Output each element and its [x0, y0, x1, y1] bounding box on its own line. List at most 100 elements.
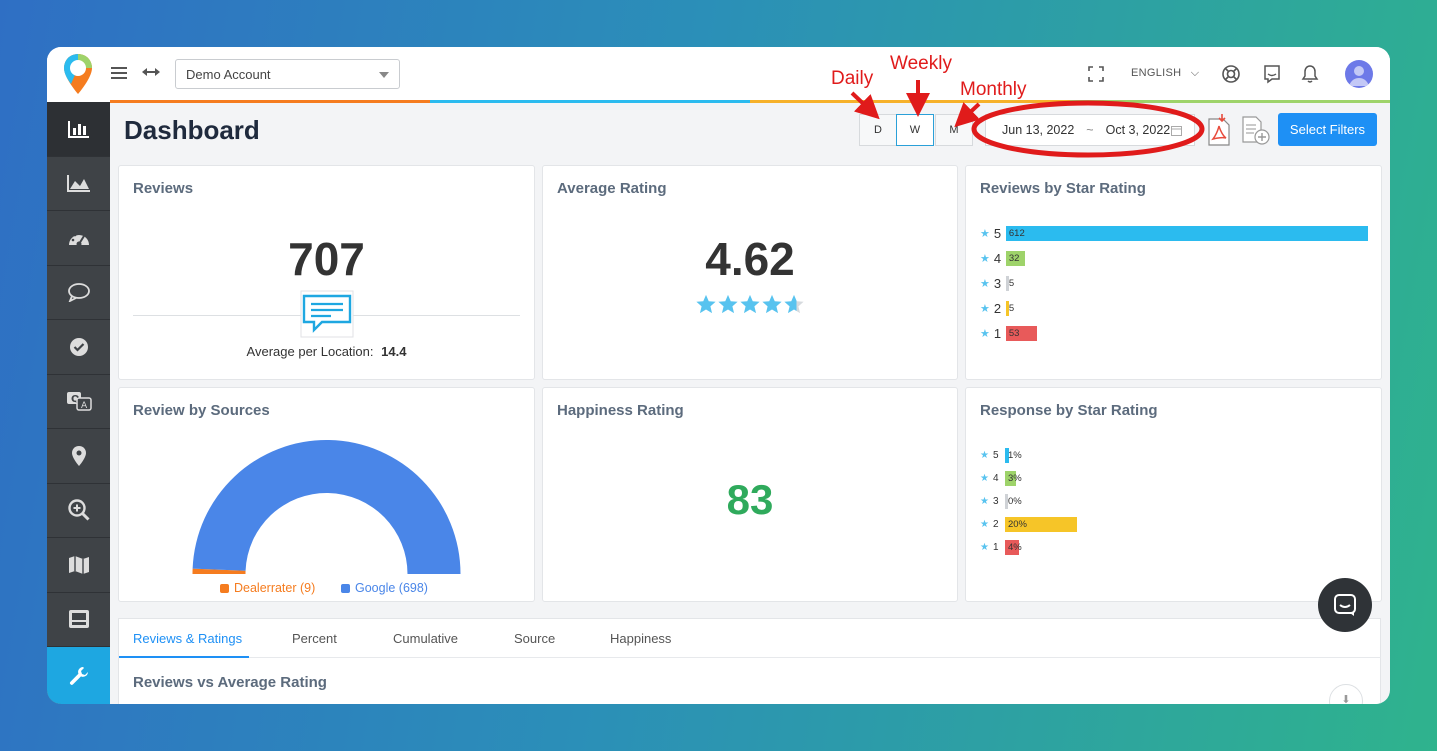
card-title: Reviews by Star Rating	[980, 180, 1146, 197]
sidebar-item-map[interactable]	[47, 538, 110, 593]
star-icon: ★	[980, 519, 989, 530]
sidebar-item-reports[interactable]	[47, 593, 110, 647]
star-icon: ★	[980, 253, 990, 265]
bar-chart-icon	[67, 120, 89, 138]
legend-item-google: Google (698)	[341, 581, 428, 595]
account-select-value: Demo Account	[186, 67, 271, 82]
star-bar: 4%	[1004, 540, 1022, 555]
sidebar-item-analytics[interactable]	[47, 157, 110, 211]
sidebar-item-tasks[interactable]	[47, 320, 110, 375]
tab-cumulative[interactable]: Cumulative	[393, 631, 459, 646]
star-bar-label: 3	[993, 276, 1002, 291]
star-bar-value: 0%	[1007, 496, 1022, 507]
fullscreen-icon[interactable]	[1088, 66, 1104, 82]
period-daily-button[interactable]: D	[859, 114, 897, 146]
area-chart-icon	[66, 175, 90, 193]
avg-per-location-value: 14.4	[381, 344, 407, 359]
star-icon	[740, 294, 760, 314]
star-bar-row: ★ 4 32	[980, 251, 1025, 266]
tab-percent[interactable]: Percent	[292, 631, 337, 646]
star-bar-value: 4%	[1007, 542, 1022, 553]
notification-bell-icon[interactable]	[1301, 64, 1319, 84]
period-monthly-button[interactable]: M	[935, 114, 973, 146]
star-rating-display	[695, 293, 805, 315]
message-icon[interactable]	[1263, 64, 1281, 84]
tab-happiness[interactable]: Happiness	[610, 631, 672, 646]
star-bar: 53	[1005, 326, 1038, 341]
chevron-down-icon	[379, 72, 389, 78]
reviews-total: 707	[288, 233, 365, 285]
menu-icon[interactable]	[111, 66, 127, 80]
stripe-orange	[110, 100, 430, 103]
select-filters-button[interactable]: Select Filters	[1278, 113, 1377, 146]
sidebar-item-dashboard[interactable]	[47, 102, 110, 157]
date-range-picker[interactable]: Jun 13, 2022 ~ Oct 3, 2022	[985, 114, 1195, 146]
star-bar-row: ★ 2 20%	[980, 517, 1077, 532]
user-avatar[interactable]	[1345, 60, 1373, 88]
date-separator: ~	[1086, 123, 1094, 137]
star-bar-row: ★ 1 4%	[980, 540, 1022, 555]
star-bar-row: ★ 2 5	[980, 301, 1014, 316]
tab-source[interactable]: Source	[514, 631, 556, 646]
chat-icon	[1334, 594, 1356, 616]
calendar-icon	[1171, 126, 1182, 136]
pdf-download-icon[interactable]	[1207, 113, 1231, 147]
sidebar-item-reviews[interactable]	[47, 266, 110, 320]
active-tab-indicator	[119, 656, 249, 658]
star-bar-label: 2	[993, 301, 1002, 316]
annotation-arrow-daily	[850, 91, 880, 120]
star-bar: 0%	[1004, 494, 1022, 509]
sidebar-item-search[interactable]	[47, 484, 110, 538]
sidebar-item-performance[interactable]	[47, 211, 110, 266]
star-icon: ★	[980, 473, 989, 484]
card-average-rating: Average Rating 4.62	[542, 165, 958, 380]
star-bar-value: 53	[1008, 328, 1020, 339]
account-select[interactable]: Demo Account	[175, 59, 400, 89]
add-report-icon[interactable]	[1241, 115, 1271, 147]
happiness-value: 83	[726, 476, 774, 523]
download-chart-button[interactable]: ⬇	[1329, 684, 1363, 704]
language-select[interactable]: ENGLISH ⌵	[1131, 67, 1199, 80]
star-bar: 612	[1005, 226, 1368, 241]
help-lifebuoy-icon[interactable]	[1221, 64, 1241, 84]
chat-widget-button[interactable]	[1318, 578, 1372, 632]
star-bar: 3%	[1004, 471, 1022, 486]
avg-per-location-label: Average per Location:	[246, 344, 374, 359]
legend-item-dealerrater: Dealerrater (9)	[220, 581, 315, 595]
annotation-arrows	[850, 80, 1205, 158]
star-bar-value: 1%	[1007, 450, 1022, 461]
review-comment-icon	[300, 290, 354, 338]
annotation-weekly: Weekly	[890, 53, 952, 74]
sidebar-item-locations[interactable]	[47, 429, 110, 484]
annotation-daily: Daily	[831, 68, 874, 89]
star-bar-label: 4	[992, 473, 999, 484]
period-monthly-label: M	[949, 124, 959, 136]
collapse-arrows-icon[interactable]	[141, 65, 161, 79]
location-pin-icon	[71, 445, 86, 466]
star-bar-label: 4	[993, 251, 1002, 266]
date-start: Jun 13, 2022	[1002, 123, 1075, 137]
star-bar-row: ★ 5 612	[980, 226, 1368, 241]
source-segment	[192, 439, 461, 574]
speedometer-icon	[68, 231, 89, 247]
star-bar-label: 2	[992, 519, 999, 530]
card-title: Happiness Rating	[557, 402, 684, 419]
star-bar-label: 5	[992, 450, 999, 461]
review-sources-chart	[192, 439, 461, 574]
star-bar: 5	[1005, 301, 1014, 316]
star-icon	[696, 294, 716, 314]
tab-reviews-ratings[interactable]: Reviews & Ratings	[133, 631, 243, 646]
zoom-in-icon	[67, 499, 90, 521]
sidebar-item-tools[interactable]	[47, 647, 110, 704]
card-title: Response by Star Rating	[980, 402, 1158, 419]
star-icon: ★	[980, 496, 989, 507]
star-bar-value: 5	[1008, 303, 1015, 314]
legend-swatch	[220, 583, 229, 593]
annotation-arrow-monthly	[954, 102, 981, 128]
star-bar-value: 3%	[1007, 473, 1022, 484]
star-icon	[784, 294, 804, 314]
star-icon: ★	[980, 450, 989, 461]
period-weekly-button[interactable]: W	[896, 114, 934, 146]
